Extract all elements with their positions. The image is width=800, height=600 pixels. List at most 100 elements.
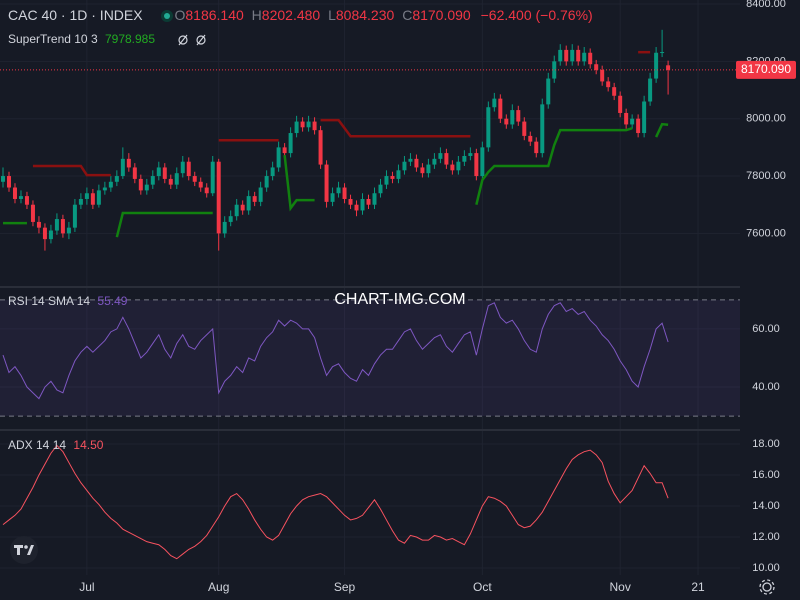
candle-body bbox=[150, 176, 155, 185]
candle-body bbox=[432, 158, 437, 165]
y-tick-label: 12.00 bbox=[752, 531, 780, 543]
candle-body bbox=[24, 196, 29, 205]
candle-body bbox=[198, 181, 203, 188]
candle-body bbox=[60, 219, 65, 234]
candle-body bbox=[456, 161, 461, 171]
y-tick-label: 10.00 bbox=[752, 562, 780, 574]
candle-body bbox=[30, 204, 35, 222]
candle-body bbox=[78, 198, 83, 205]
candle-body bbox=[336, 187, 341, 194]
candle-body bbox=[516, 110, 521, 122]
candle-body bbox=[618, 95, 623, 113]
candle-body bbox=[348, 198, 353, 205]
candle-body bbox=[570, 49, 575, 62]
candle-body bbox=[84, 193, 89, 199]
candle-body bbox=[180, 161, 185, 174]
candle-body bbox=[594, 64, 599, 70]
candle-body bbox=[6, 176, 11, 188]
candle-body bbox=[492, 98, 497, 108]
supertrend-line bbox=[475, 126, 633, 206]
candle-body bbox=[294, 121, 299, 134]
supertrend-line bbox=[654, 122, 669, 138]
candle-body bbox=[18, 196, 23, 199]
candle-body bbox=[354, 204, 359, 211]
y-tick-label: 16.00 bbox=[752, 469, 780, 481]
candle-body bbox=[0, 176, 5, 182]
y-tick-label: 14.00 bbox=[752, 500, 780, 512]
candle-body bbox=[378, 184, 383, 194]
supertrend-line bbox=[115, 211, 213, 238]
candle-body bbox=[384, 176, 389, 185]
candle-body bbox=[132, 167, 137, 179]
x-tick-label: Aug bbox=[208, 580, 229, 594]
candle-body bbox=[654, 52, 659, 79]
rsi-legend: RSI 14 SMA 14 55.49 bbox=[8, 294, 128, 308]
price-legend: CAC 40 · 1D · INDEX O8186.140 H8202.480 … bbox=[8, 7, 593, 23]
candle-body bbox=[252, 196, 257, 202]
ohlc-value: 8084.230 bbox=[336, 7, 395, 23]
candle-body bbox=[204, 187, 209, 194]
indicator-line bbox=[2, 302, 669, 400]
candle-body bbox=[120, 158, 125, 177]
candle-body bbox=[138, 178, 143, 191]
ohlc-value: 8170.090 bbox=[412, 7, 471, 23]
candle-body bbox=[264, 176, 269, 188]
candle-body bbox=[666, 65, 671, 70]
candle-body bbox=[240, 204, 245, 211]
indicator-title: ADX 14 14 bbox=[8, 438, 66, 452]
x-tick-label: Jul bbox=[79, 580, 94, 594]
logo bbox=[10, 536, 38, 564]
candle-body bbox=[108, 181, 113, 188]
ohlc-key: O bbox=[174, 7, 185, 23]
candle-body bbox=[366, 198, 371, 205]
y-tick-label: 8000.00 bbox=[746, 113, 786, 125]
rsi-band-fill bbox=[0, 299, 740, 417]
last-price-label: 8170.090 bbox=[741, 62, 791, 76]
change: −62.400 (−0.76%) bbox=[481, 7, 593, 23]
indicator-value: 55.49 bbox=[97, 294, 127, 308]
na-icons bbox=[178, 34, 206, 46]
candle-body bbox=[300, 121, 305, 128]
candle-body bbox=[606, 81, 611, 88]
ohlc-key: H bbox=[252, 7, 262, 23]
candle-body bbox=[168, 178, 173, 185]
watermark: CHART-IMG.COM bbox=[334, 291, 465, 308]
ohlc-key: L bbox=[328, 7, 336, 23]
candle-body bbox=[114, 176, 119, 182]
candle-body bbox=[258, 187, 263, 202]
candle-body bbox=[144, 184, 149, 191]
candle-body bbox=[246, 196, 251, 211]
y-tick-label: 8400.00 bbox=[746, 0, 786, 10]
candle-body bbox=[372, 193, 377, 205]
candle-body bbox=[636, 118, 641, 134]
candle-body bbox=[624, 112, 629, 125]
candle-body bbox=[306, 121, 311, 128]
candle-body bbox=[564, 49, 569, 62]
candle-body bbox=[324, 164, 329, 202]
candle-body bbox=[582, 52, 587, 62]
candle-body bbox=[228, 216, 233, 222]
symbol-title: CAC 40 · 1D · INDEX bbox=[8, 7, 143, 23]
candle-body bbox=[546, 78, 551, 105]
candle-body bbox=[558, 49, 563, 62]
candle-body bbox=[90, 193, 95, 205]
candle-body bbox=[588, 52, 593, 65]
candle-body bbox=[552, 61, 557, 79]
candle-body bbox=[318, 130, 323, 165]
candle-body bbox=[540, 104, 545, 154]
ohlc-key: C bbox=[402, 7, 412, 23]
candle-body bbox=[642, 101, 647, 134]
candle-body bbox=[312, 121, 317, 131]
candle-body bbox=[612, 87, 617, 96]
candle-body bbox=[528, 135, 533, 142]
settings-icon[interactable] bbox=[759, 579, 775, 595]
indicator-value: 7978.985 bbox=[105, 32, 155, 46]
candle-body bbox=[630, 118, 635, 125]
y-tick-label: 18.00 bbox=[752, 438, 780, 450]
candle-body bbox=[402, 161, 407, 171]
candle-body bbox=[498, 98, 503, 119]
candle-body bbox=[186, 161, 191, 177]
x-tick-label: Nov bbox=[609, 580, 630, 594]
